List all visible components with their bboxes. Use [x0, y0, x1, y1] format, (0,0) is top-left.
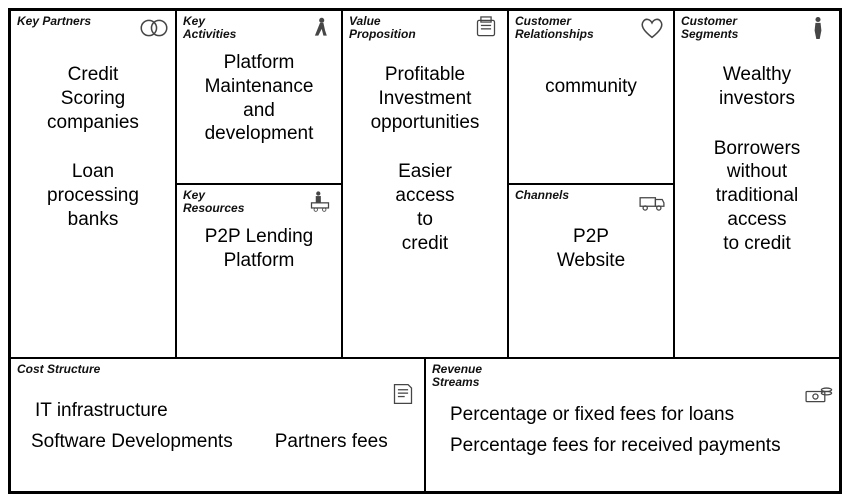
heading-customer-segments: Customer Segments: [675, 11, 765, 47]
content-cost-structure: IT infrastructure Software Developments …: [11, 395, 424, 462]
rev-item-1: Percentage fees for received payments: [450, 432, 823, 461]
heading-revenue-streams: Revenue Streams: [426, 359, 536, 395]
column-cr-ch: Customer Relationships community Channel…: [509, 11, 675, 357]
heading-channels: Channels: [509, 185, 599, 221]
money-icon: [801, 379, 835, 409]
document-icon: [386, 379, 420, 409]
top-row: Key Partners Credit Scoring companies Lo…: [11, 11, 839, 357]
heading-customer-relationships: Customer Relationships: [509, 11, 599, 47]
ch-item-0: P2P Website: [557, 225, 625, 273]
content-customer-relationships: community: [509, 47, 673, 107]
cost-item-2: Partners fees: [275, 428, 388, 457]
column-ka-kr: Key Activities Platform Maintenance and …: [177, 11, 343, 357]
content-channels: P2P Website: [509, 221, 673, 281]
block-key-activities: Key Activities Platform Maintenance and …: [177, 11, 341, 185]
partners-icon: [137, 13, 171, 43]
block-value-proposition: Value Proposition Profitable Investment …: [343, 11, 509, 357]
cs-item-1: Borrowers without traditional access to …: [714, 137, 801, 256]
crel-item-0: community: [545, 75, 637, 99]
heading-value-proposition: Value Proposition: [343, 11, 433, 47]
content-value-proposition: Profitable Investment opportunities Easi…: [343, 47, 507, 357]
content-key-partners: Credit Scoring companies Loan processing…: [11, 47, 175, 357]
block-revenue-streams: Revenue Streams Percentage or fixed fees…: [426, 359, 839, 491]
rev-item-0: Percentage or fixed fees for loans: [450, 401, 823, 430]
content-customer-segments: Wealthy investors Borrowers without trad…: [675, 47, 839, 357]
kr-item-0: P2P Lending Platform: [205, 225, 313, 273]
heading-key-resources: Key Resources: [177, 185, 267, 221]
block-channels: Channels P2P Website: [509, 185, 673, 357]
kp-item-1: Loan processing banks: [47, 160, 139, 231]
cs-item-0: Wealthy investors: [719, 63, 795, 111]
heading-cost-structure: Cost Structure: [11, 359, 121, 395]
heading-key-partners: Key Partners: [11, 11, 101, 47]
block-customer-relationships: Customer Relationships community: [509, 11, 673, 185]
resources-icon: [303, 187, 337, 217]
block-key-partners: Key Partners Credit Scoring companies Lo…: [11, 11, 177, 357]
content-key-resources: P2P Lending Platform: [177, 221, 341, 281]
cost-item-0: IT infrastructure: [35, 397, 222, 426]
vp-item-1: Easier access to credit: [395, 160, 454, 255]
block-customer-segments: Customer Segments Wealthy investors Borr…: [675, 11, 839, 357]
cost-item-1: Software Developments: [31, 428, 233, 457]
kp-item-0: Credit Scoring companies: [47, 63, 139, 134]
vp-item-0: Profitable Investment opportunities: [371, 63, 480, 134]
block-cost-structure: Cost Structure IT infrastructure Softwar…: [11, 359, 426, 491]
activities-icon: [303, 13, 337, 43]
value-icon: [469, 13, 503, 43]
heading-key-activities: Key Activities: [177, 11, 267, 47]
bmc-canvas: Key Partners Credit Scoring companies Lo…: [8, 8, 842, 494]
truck-icon: [635, 187, 669, 217]
content-key-activities: Platform Maintenance and development: [177, 47, 341, 154]
ka-item-0: Platform Maintenance and development: [205, 51, 314, 146]
block-key-resources: Key Resources P2P Lending Platform: [177, 185, 341, 357]
person-icon: [801, 13, 835, 43]
heart-icon: [635, 13, 669, 43]
content-revenue-streams: Percentage or fixed fees for loans Perce…: [426, 399, 839, 468]
bottom-row: Cost Structure IT infrastructure Softwar…: [11, 357, 839, 491]
